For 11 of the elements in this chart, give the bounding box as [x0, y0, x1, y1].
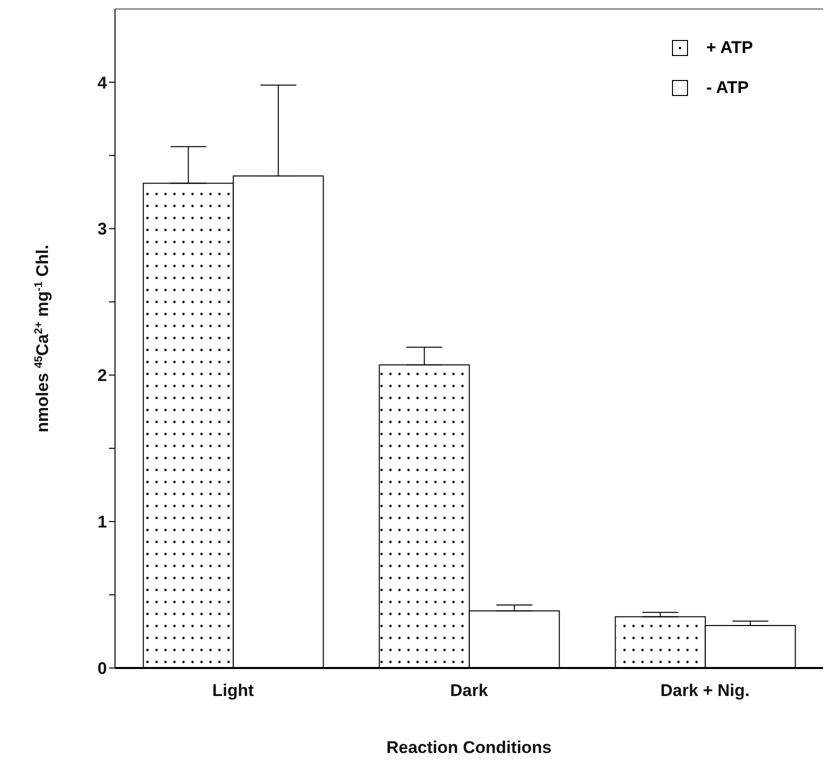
- y-tick-label: 4: [98, 73, 108, 92]
- x-tick-label: Light: [212, 681, 254, 700]
- x-tick-label: Dark: [450, 681, 488, 700]
- legend-label: + ATP: [706, 38, 753, 58]
- y-tick-label: 1: [98, 512, 107, 532]
- x-tick-label: Dark + Nig.: [660, 681, 750, 700]
- y-tick-label: 2: [98, 366, 107, 386]
- x-axis-title: Reaction Conditions: [386, 738, 552, 757]
- y-tick-label: 3: [98, 220, 107, 239]
- legend-label: - ATP: [706, 78, 749, 98]
- y-tick-label: 0: [98, 659, 107, 678]
